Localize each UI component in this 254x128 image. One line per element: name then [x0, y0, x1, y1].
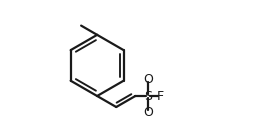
Text: F: F [157, 89, 164, 103]
Text: S: S [144, 89, 152, 103]
Text: O: O [143, 106, 153, 119]
Text: O: O [143, 73, 153, 86]
